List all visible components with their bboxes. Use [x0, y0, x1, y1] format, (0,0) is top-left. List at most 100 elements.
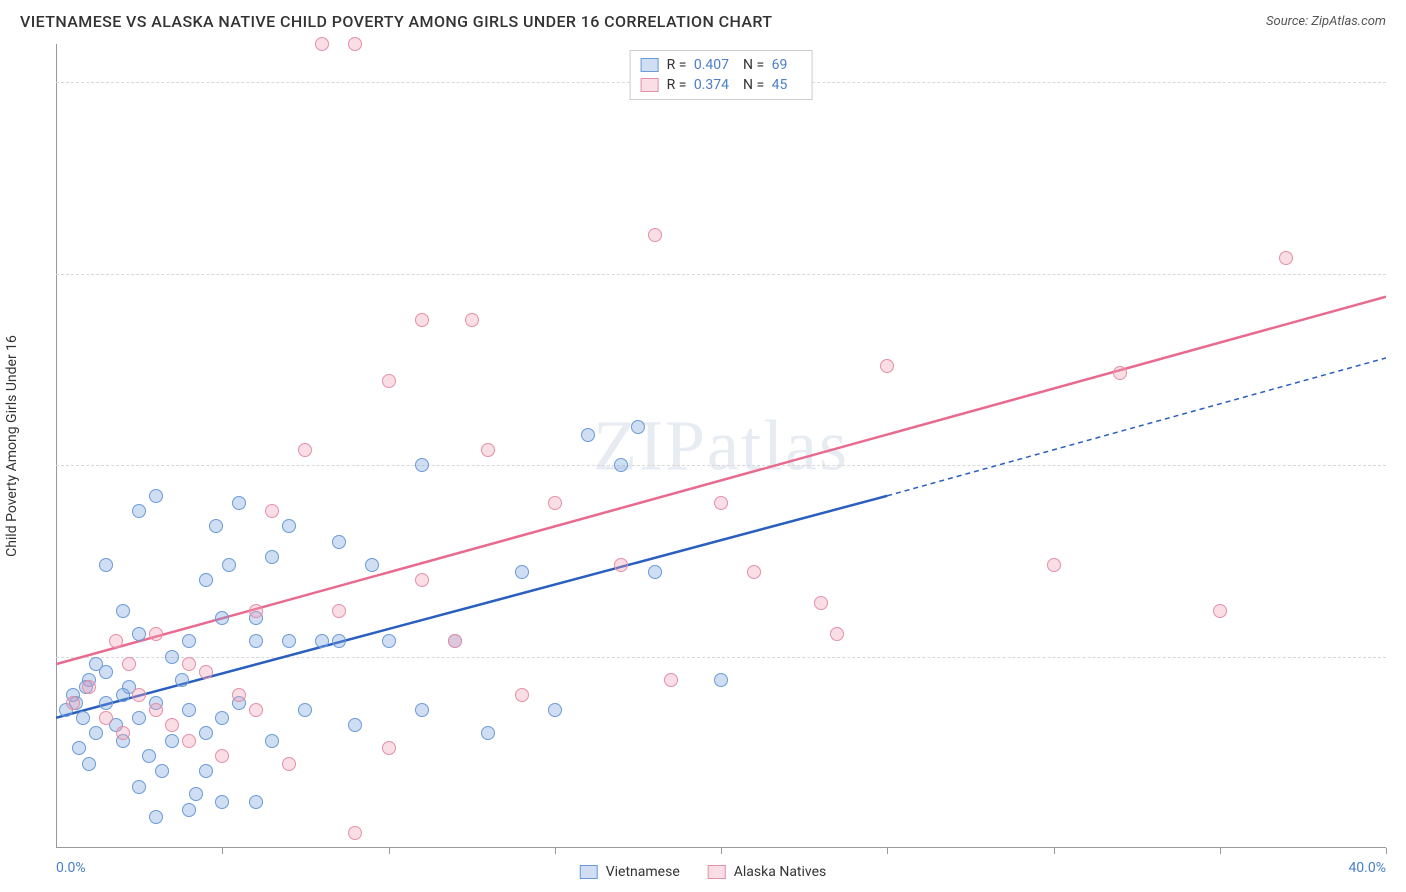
- scatter-point: [132, 780, 146, 794]
- scatter-point: [348, 826, 362, 840]
- x-minor-tick: [887, 848, 888, 854]
- scatter-point: [315, 37, 329, 51]
- legend-stats-row: R = 0.374N = 45: [641, 75, 802, 95]
- scatter-point: [175, 673, 189, 687]
- scatter-point: [199, 573, 213, 587]
- scatter-point: [515, 565, 529, 579]
- scatter-point: [82, 680, 96, 694]
- legend-stats-box: R = 0.407N = 69 R = 0.374N = 45: [630, 50, 813, 100]
- chart-plot-area: ZIPatlas 25.0%50.0%75.0%100.0%0.0%40.0%R…: [56, 44, 1386, 848]
- scatter-point: [614, 458, 628, 472]
- scatter-point: [215, 795, 229, 809]
- scatter-point: [132, 504, 146, 518]
- scatter-point: [182, 634, 196, 648]
- scatter-point: [614, 558, 628, 572]
- x-minor-tick: [555, 848, 556, 854]
- scatter-point: [348, 37, 362, 51]
- scatter-point: [165, 718, 179, 732]
- scatter-point: [182, 657, 196, 671]
- x-tick-mark: [389, 848, 390, 854]
- x-minor-tick: [1220, 848, 1221, 854]
- scatter-point: [814, 596, 828, 610]
- legend-item: Alaska Natives: [708, 864, 827, 880]
- legend-stat-text: R = 0.407N = 69: [667, 57, 802, 73]
- scatter-point: [89, 726, 103, 740]
- scatter-point: [481, 726, 495, 740]
- scatter-point: [132, 711, 146, 725]
- scatter-point: [142, 749, 156, 763]
- scatter-point: [747, 565, 761, 579]
- scatter-point: [830, 627, 844, 641]
- scatter-point: [282, 634, 296, 648]
- scatter-point: [1279, 251, 1293, 265]
- legend-swatch: [580, 865, 598, 879]
- scatter-point: [332, 634, 346, 648]
- scatter-point: [315, 634, 329, 648]
- legend-stat-text: R = 0.374N = 45: [667, 77, 802, 93]
- scatter-point: [149, 810, 163, 824]
- scatter-point: [298, 703, 312, 717]
- scatter-point: [714, 673, 728, 687]
- scatter-point: [149, 703, 163, 717]
- scatter-point: [215, 611, 229, 625]
- scatter-point: [1047, 558, 1061, 572]
- scatter-point: [249, 795, 263, 809]
- scatter-point: [415, 703, 429, 717]
- scatter-point: [548, 703, 562, 717]
- trend-line-dashed: [887, 358, 1386, 496]
- scatter-point: [66, 696, 80, 710]
- scatter-point: [298, 443, 312, 457]
- trend-lines-svg: [56, 44, 1386, 848]
- scatter-point: [481, 443, 495, 457]
- scatter-point: [99, 558, 113, 572]
- x-minor-tick: [222, 848, 223, 854]
- scatter-point: [182, 803, 196, 817]
- scatter-point: [581, 428, 595, 442]
- scatter-point: [249, 634, 263, 648]
- scatter-point: [282, 519, 296, 533]
- scatter-point: [265, 504, 279, 518]
- scatter-point: [448, 634, 462, 648]
- scatter-point: [199, 726, 213, 740]
- scatter-point: [82, 757, 96, 771]
- scatter-point: [548, 496, 562, 510]
- scatter-point: [415, 313, 429, 327]
- scatter-point: [1113, 366, 1127, 380]
- scatter-point: [165, 650, 179, 664]
- scatter-point: [249, 703, 263, 717]
- scatter-point: [382, 374, 396, 388]
- scatter-point: [182, 734, 196, 748]
- source-attribution: Source: ZipAtlas.com: [1266, 14, 1386, 29]
- x-tick-mark: [1054, 848, 1055, 854]
- x-tick-label: 0.0%: [56, 860, 86, 876]
- legend-label: Vietnamese: [606, 864, 680, 880]
- scatter-point: [415, 458, 429, 472]
- scatter-point: [714, 496, 728, 510]
- scatter-point: [382, 634, 396, 648]
- scatter-point: [199, 764, 213, 778]
- legend-label: Alaska Natives: [734, 864, 827, 880]
- scatter-point: [415, 573, 429, 587]
- scatter-point: [232, 688, 246, 702]
- scatter-point: [382, 741, 396, 755]
- scatter-point: [109, 634, 123, 648]
- scatter-point: [155, 764, 169, 778]
- scatter-point: [880, 359, 894, 373]
- x-tick-label: 40.0%: [1348, 860, 1386, 876]
- scatter-point: [648, 565, 662, 579]
- legend-stats-row: R = 0.407N = 69: [641, 55, 802, 75]
- scatter-point: [182, 703, 196, 717]
- legend-bottom: Vietnamese Alaska Natives: [580, 864, 827, 880]
- scatter-point: [348, 718, 362, 732]
- scatter-point: [165, 734, 179, 748]
- scatter-point: [1213, 604, 1227, 618]
- scatter-point: [122, 657, 136, 671]
- scatter-point: [215, 711, 229, 725]
- chart-header: VIETNAMESE VS ALASKA NATIVE CHILD POVERT…: [0, 0, 1406, 39]
- scatter-point: [648, 228, 662, 242]
- legend-swatch: [641, 58, 659, 72]
- scatter-point: [132, 688, 146, 702]
- scatter-point: [282, 757, 296, 771]
- scatter-point: [332, 604, 346, 618]
- legend-swatch: [708, 865, 726, 879]
